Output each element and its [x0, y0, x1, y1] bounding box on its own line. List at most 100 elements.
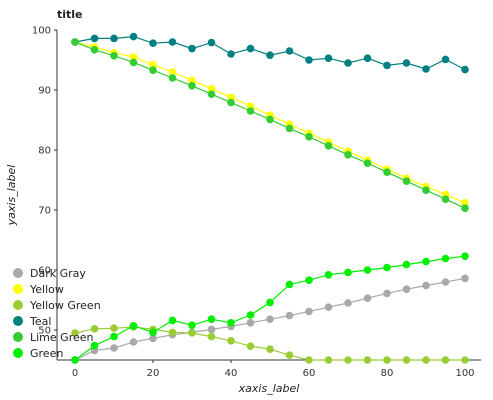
data-point: [227, 337, 235, 345]
data-point: [207, 90, 216, 98]
legend-label: Lime Green: [30, 331, 94, 344]
data-point: [383, 61, 391, 70]
chart-title: title: [57, 8, 83, 21]
y-ticks: 50 60 70 80 90 100: [32, 26, 57, 337]
data-point: [324, 271, 333, 279]
data-point: [246, 44, 255, 53]
data-point: [71, 38, 79, 46]
data-point: [110, 34, 118, 43]
data-point: [344, 356, 352, 364]
data-point: [461, 65, 469, 74]
series-dark-gray: [71, 274, 469, 364]
data-point: [129, 32, 138, 41]
y-tick-label: 60: [38, 266, 51, 277]
data-point: [383, 289, 391, 298]
legend: Dark Gray Yellow Yellow Green Teal Lime Gree…: [13, 267, 101, 360]
data-point: [324, 303, 333, 312]
data-point: [129, 338, 138, 346]
legend-swatch: [13, 332, 23, 342]
data-point: [324, 142, 333, 150]
data-point: [207, 332, 216, 341]
data-point: [402, 285, 411, 294]
legend-label: Yellow: [29, 283, 64, 296]
data-point: [168, 68, 177, 76]
data-point: [207, 325, 216, 334]
data-point: [168, 38, 177, 46]
data-point: [422, 186, 430, 194]
data-point: [363, 294, 372, 303]
y-axis-title: yaxis_label: [5, 165, 18, 227]
x-tick-label: 80: [381, 368, 394, 379]
plot-area: 50 60 70 80 90 100 0 20 40 60 80 100: [32, 26, 481, 379]
data-point: [168, 316, 177, 325]
data-point: [188, 82, 196, 90]
data-point: [441, 356, 450, 364]
x-tick-label: 40: [225, 368, 238, 379]
data-point: [461, 252, 469, 260]
data-point: [246, 342, 255, 351]
data-point: [227, 93, 235, 101]
data-point: [129, 322, 138, 330]
data-point: [168, 328, 177, 337]
x-axis-title: xaxis_label: [238, 382, 300, 395]
data-point: [90, 341, 99, 350]
data-point: [441, 55, 450, 64]
data-point: [461, 204, 469, 212]
legend-swatch: [13, 316, 23, 326]
data-point: [344, 299, 352, 307]
data-point: [305, 276, 313, 285]
data-point: [246, 319, 255, 327]
data-point: [188, 44, 196, 53]
data-point: [285, 311, 294, 320]
x-tick-label: 100: [455, 368, 474, 379]
data-point: [285, 47, 294, 55]
data-point: [422, 65, 430, 73]
data-point: [129, 58, 138, 67]
data-point: [266, 298, 274, 307]
data-point: [227, 98, 235, 107]
data-point: [285, 280, 294, 289]
data-point: [441, 195, 450, 203]
data-point: [422, 281, 430, 290]
data-point: [110, 344, 118, 352]
y-tick-label: 50: [38, 326, 51, 337]
data-point: [110, 52, 118, 60]
data-point: [305, 133, 313, 141]
data-point: [383, 356, 391, 364]
data-point: [149, 328, 157, 337]
data-point: [305, 356, 313, 364]
data-point: [149, 66, 157, 74]
x-ticks: 0 20 40 60 80 100: [72, 360, 475, 379]
data-point: [90, 325, 99, 333]
data-point: [441, 278, 450, 286]
data-point: [266, 315, 274, 324]
y-tick-label: 70: [38, 206, 51, 217]
data-point: [363, 54, 372, 62]
y-tick-label: 80: [38, 146, 51, 157]
data-point: [90, 46, 99, 54]
legend-swatch: [13, 268, 23, 278]
data-point: [110, 324, 118, 333]
data-point: [363, 266, 372, 274]
data-point: [110, 332, 118, 341]
data-point: [402, 177, 411, 185]
data-point: [227, 50, 235, 58]
x-tick-label: 20: [147, 368, 160, 379]
data-point: [402, 260, 411, 269]
data-point: [266, 115, 274, 124]
data-point: [402, 356, 411, 364]
data-point: [422, 356, 430, 364]
data-point: [246, 311, 255, 319]
data-point: [344, 268, 352, 277]
data-point: [149, 334, 157, 343]
data-point: [461, 356, 469, 364]
legend-label: Teal: [29, 315, 51, 328]
data-point: [441, 254, 450, 263]
data-point: [422, 257, 430, 266]
legend-label: Dark Gray: [30, 267, 86, 280]
data-point: [324, 356, 333, 364]
data-point: [363, 159, 372, 167]
data-point: [461, 199, 469, 207]
data-point: [227, 319, 235, 327]
series-teal: [71, 32, 469, 74]
